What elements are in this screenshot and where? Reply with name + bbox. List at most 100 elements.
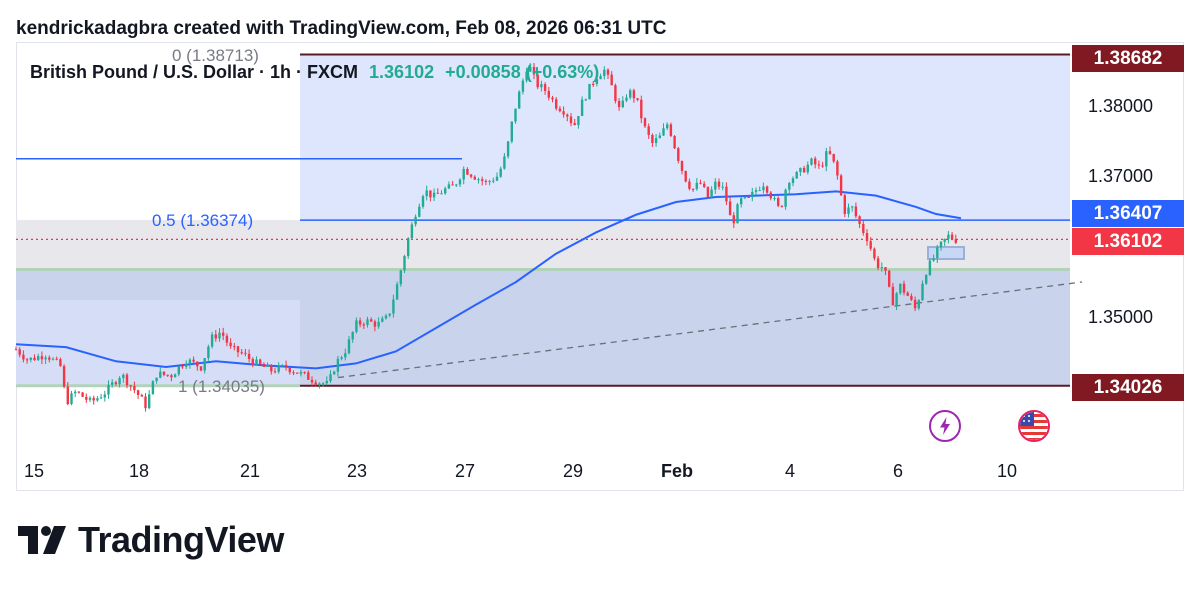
candle-body bbox=[103, 394, 106, 398]
candle-body bbox=[421, 196, 425, 207]
candle-body bbox=[296, 372, 299, 374]
candle-body bbox=[510, 121, 513, 142]
candle-body bbox=[432, 192, 436, 198]
candle-body bbox=[111, 382, 114, 385]
flash-glyph bbox=[940, 417, 950, 435]
candle-body bbox=[688, 181, 691, 189]
candle-body bbox=[865, 232, 869, 242]
x-tick-label: 18 bbox=[128, 461, 150, 481]
candle-body bbox=[873, 248, 876, 259]
candle-body bbox=[33, 357, 36, 361]
flash-icon[interactable] bbox=[929, 410, 961, 442]
candle-body bbox=[569, 116, 573, 124]
candle-body bbox=[492, 180, 495, 182]
candle-body bbox=[114, 382, 118, 385]
candle-body bbox=[928, 260, 932, 276]
candle-body bbox=[259, 359, 262, 364]
candle-body bbox=[177, 366, 180, 375]
candle-body bbox=[736, 204, 739, 224]
x-tick-label: 23 bbox=[346, 461, 368, 481]
us-flag-icon[interactable] bbox=[1018, 410, 1050, 442]
candle-body bbox=[913, 299, 917, 309]
candle-body bbox=[895, 293, 898, 306]
candle-body bbox=[577, 116, 580, 125]
candle-body bbox=[592, 83, 595, 85]
candle-body bbox=[466, 168, 469, 175]
candle-body bbox=[562, 111, 565, 115]
candle-body bbox=[754, 190, 758, 192]
candle-body bbox=[344, 353, 347, 358]
candle-body bbox=[551, 97, 554, 100]
candle-body bbox=[170, 375, 173, 378]
candle-body bbox=[444, 188, 447, 194]
candle-body bbox=[281, 365, 284, 367]
candle-body bbox=[410, 224, 414, 239]
candle-body bbox=[255, 359, 258, 365]
candle-body bbox=[899, 283, 902, 294]
chart-header: kendrickadagbra created with TradingView… bbox=[16, 18, 667, 39]
candle-body bbox=[462, 168, 465, 180]
y-tick-label: 1.38000 bbox=[1088, 96, 1154, 116]
candle-body bbox=[48, 357, 51, 360]
candle-body bbox=[244, 352, 247, 354]
candle-body bbox=[107, 384, 110, 395]
symbol-name: British Pound / U.S. Dollar · 1h · FXCM bbox=[30, 62, 359, 82]
candle-body bbox=[155, 377, 158, 382]
candle-body bbox=[122, 374, 125, 379]
candle-body bbox=[740, 198, 743, 205]
candle-body bbox=[388, 313, 391, 316]
candle-body bbox=[88, 397, 92, 400]
candle-body bbox=[725, 186, 728, 202]
candle-body bbox=[610, 74, 613, 86]
candle-body bbox=[765, 186, 769, 193]
candle-body bbox=[85, 396, 88, 400]
candle-body bbox=[606, 69, 610, 75]
candle-body bbox=[407, 238, 410, 257]
candle-body bbox=[858, 216, 861, 224]
candle-body bbox=[55, 358, 58, 360]
candle-body bbox=[888, 270, 891, 287]
candle-body bbox=[473, 176, 476, 180]
candle-body bbox=[273, 371, 277, 373]
candle-body bbox=[529, 66, 532, 72]
candle-body bbox=[159, 371, 162, 378]
candle-body bbox=[251, 359, 254, 365]
candle-body bbox=[51, 358, 55, 360]
candle-body bbox=[307, 372, 310, 380]
candle-body bbox=[836, 161, 839, 176]
candle-body bbox=[843, 195, 846, 214]
fib-level-1-label: 1 (1.34035) bbox=[178, 377, 265, 396]
candle-body bbox=[210, 334, 214, 347]
candle-body bbox=[862, 223, 865, 233]
candle-body bbox=[632, 90, 636, 99]
candle-body bbox=[814, 158, 817, 165]
candle-body bbox=[939, 241, 943, 248]
candle-body bbox=[77, 391, 81, 393]
support-band bbox=[16, 268, 1070, 271]
candle-body bbox=[414, 216, 417, 225]
symbol-price: 1.36102 bbox=[369, 62, 435, 82]
tradingview-logo: TradingView bbox=[18, 518, 284, 562]
candle-body bbox=[717, 181, 721, 187]
candle-body bbox=[799, 167, 802, 173]
candle-body bbox=[133, 385, 136, 391]
x-tick-label: 6 bbox=[892, 461, 904, 481]
candle-body bbox=[643, 118, 647, 127]
candle-body bbox=[310, 379, 314, 383]
candle-body bbox=[185, 364, 188, 367]
candle-body bbox=[148, 394, 151, 409]
candle-body bbox=[869, 241, 872, 249]
candle-body bbox=[806, 164, 809, 173]
candle-body bbox=[847, 207, 850, 214]
y-tick-label: 1.37000 bbox=[1088, 166, 1154, 186]
candle-body bbox=[825, 151, 828, 167]
candle-body bbox=[270, 364, 273, 372]
candle-body bbox=[566, 114, 569, 117]
candle-body bbox=[795, 172, 798, 179]
candle-body bbox=[477, 179, 480, 181]
candle-body bbox=[954, 239, 957, 243]
candle-body bbox=[851, 206, 854, 208]
candle-body bbox=[651, 134, 654, 144]
candle-body bbox=[902, 283, 906, 293]
